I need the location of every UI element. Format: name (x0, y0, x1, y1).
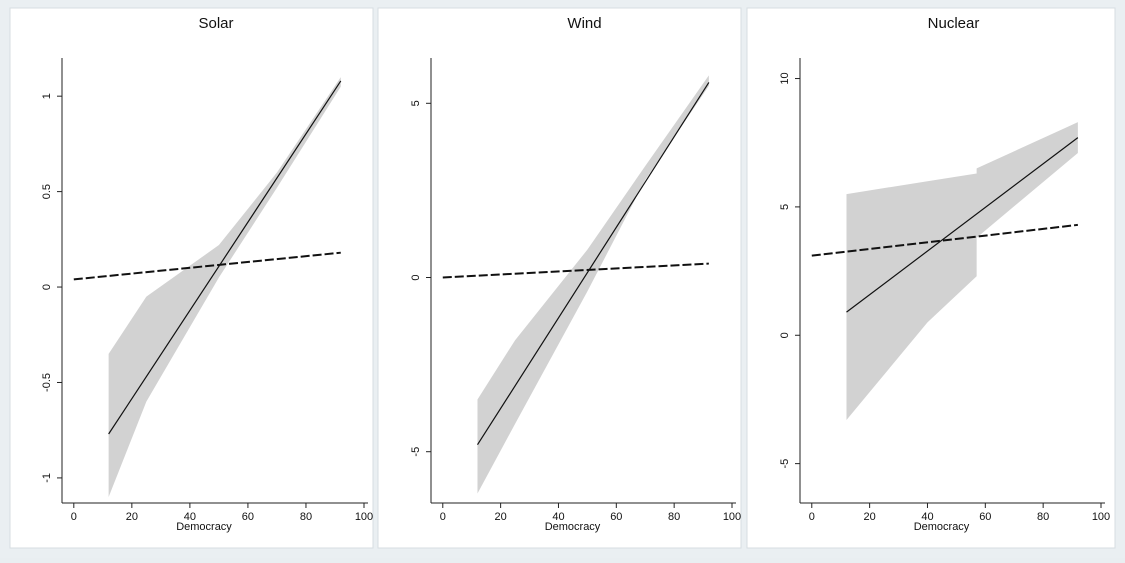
panel-1: Solar 0 20 40 60 80 100 Democracy -1 -0.5 0 0.5 1 (9, 7, 374, 549)
y-tick-label: 10 (779, 72, 791, 84)
x-tick-label: 60 (242, 511, 254, 523)
x-tick-label: 40 (184, 511, 196, 523)
y-tick-label: -1 (41, 473, 53, 483)
y-tick-label: 5 (779, 204, 791, 210)
x-tick-label: 80 (1037, 511, 1049, 523)
dashed-fit-line (811, 223, 1078, 257)
x-tick-label: 100 (723, 511, 741, 523)
y-tick-label: -5 (410, 447, 422, 457)
x-tick-label: 100 (355, 511, 373, 523)
solid-fit-line (476, 82, 710, 446)
y-tick-label: 1 (41, 93, 53, 99)
solid-fit-line (108, 80, 342, 435)
panel-title: Nuclear (928, 15, 980, 32)
dashed-fit-line (442, 262, 709, 279)
panel-background (377, 7, 742, 549)
x-axis-label: Democracy (176, 521, 232, 533)
solid-fit-line (846, 137, 1079, 313)
dashed-fit-line (73, 251, 341, 281)
panel-3: Nuclear 0 20 40 60 80 100 Democracy -5 0 5 10 (746, 7, 1116, 549)
panel-2: Wind 0 20 40 60 80 100 Democracy -5 0 5 (377, 7, 742, 549)
panel-title: Solar (198, 15, 233, 32)
y-tick-label: 0 (410, 274, 422, 280)
panel-title: Wind (567, 15, 601, 32)
x-tick-label: 0 (440, 511, 446, 523)
x-tick-label: 60 (979, 511, 991, 523)
y-tick-label: 0.5 (41, 184, 53, 199)
x-tick-label: 40 (552, 511, 564, 523)
y-tick-label: 0 (41, 284, 53, 290)
x-tick-label: 80 (668, 511, 680, 523)
x-tick-label: 20 (126, 511, 138, 523)
y-tick-label: -0.5 (41, 373, 53, 392)
y-tick-label: 0 (779, 332, 791, 338)
x-tick-label: 0 (809, 511, 815, 523)
y-tick-label: 5 (410, 100, 422, 106)
y-tick-label: -5 (779, 459, 791, 469)
x-tick-label: 20 (864, 511, 876, 523)
confidence-band (108, 77, 341, 497)
x-tick-label: 40 (921, 511, 933, 523)
x-tick-label: 60 (610, 511, 622, 523)
x-axis-label: Democracy (545, 521, 601, 533)
x-tick-label: 80 (300, 511, 312, 523)
x-axis-label: Democracy (914, 521, 970, 533)
x-tick-label: 0 (71, 511, 77, 523)
x-tick-label: 100 (1092, 511, 1110, 523)
x-tick-label: 20 (495, 511, 507, 523)
confidence-band (846, 122, 1078, 420)
confidence-band (477, 75, 709, 494)
